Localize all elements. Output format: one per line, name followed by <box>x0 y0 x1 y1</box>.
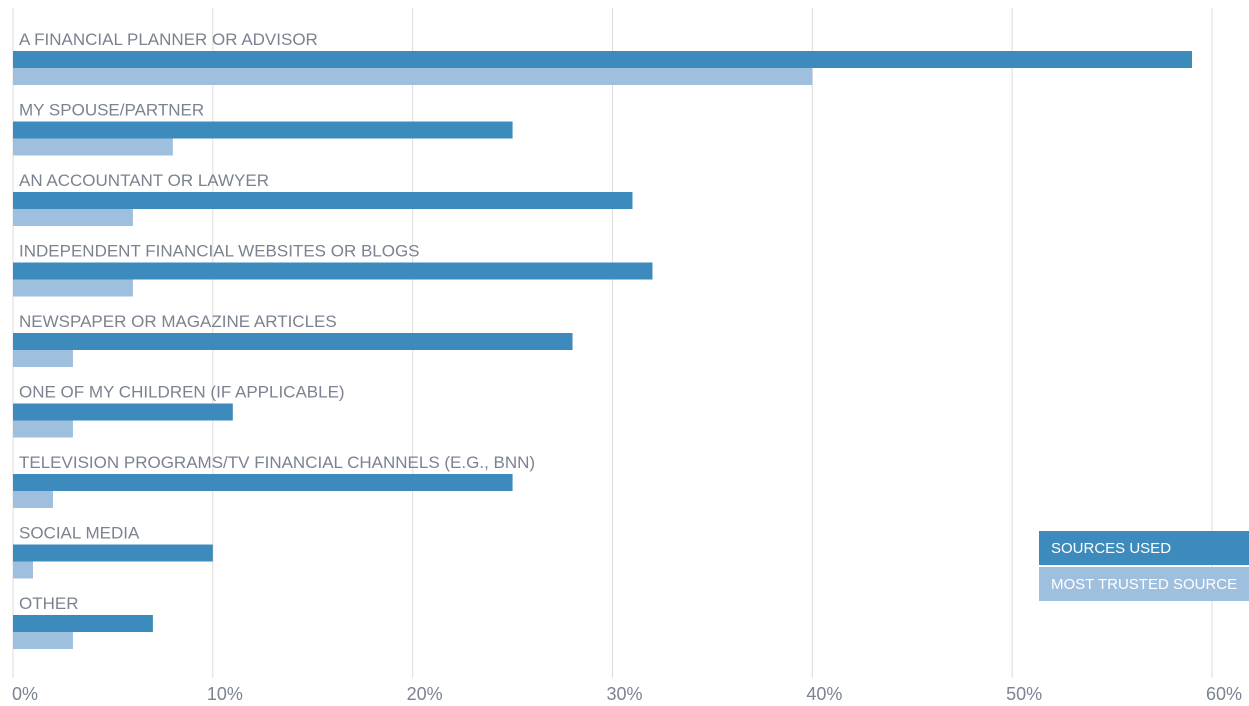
legend-swatch <box>1039 567 1249 601</box>
bar-sources-used <box>13 192 633 209</box>
bar-most-trusted-source <box>13 420 73 438</box>
bar-most-trusted-source <box>13 350 73 367</box>
category-label: MY SPOUSE/PARTNER <box>19 101 204 120</box>
bar-sources-used <box>13 474 513 491</box>
bar-sources-used <box>13 544 213 562</box>
legend-swatch <box>1039 531 1249 565</box>
bar-most-trusted-source <box>13 68 813 85</box>
category-label: OTHER <box>19 594 79 613</box>
bar-most-trusted-source <box>13 561 33 579</box>
legend: SOURCES USED MOST TRUSTED SOURCE <box>1039 531 1249 601</box>
bar-most-trusted-source <box>13 491 53 508</box>
category-label: A FINANCIAL PLANNER OR ADVISOR <box>19 30 318 49</box>
category-label: TELEVISION PROGRAMS/TV FINANCIAL CHANNEL… <box>19 453 535 472</box>
x-tick-label: 20% <box>407 684 443 704</box>
x-tick-label: 0% <box>12 684 38 704</box>
category-label: ONE OF MY CHILDREN (IF APPLICABLE) <box>19 383 345 402</box>
legend-label: SOURCES USED <box>1051 540 1171 557</box>
bars <box>13 51 1193 649</box>
bar-sources-used <box>13 262 653 280</box>
bar-most-trusted-source <box>13 209 133 226</box>
category-labels: A FINANCIAL PLANNER OR ADVISOR MY SPOUSE/… <box>19 30 535 613</box>
category-label: INDEPENDENT FINANCIAL WEBSITES OR BLOGS <box>19 242 420 261</box>
bar-sources-used <box>13 51 1193 68</box>
bar-most-trusted-source <box>13 632 73 649</box>
x-tick-label: 50% <box>1006 684 1042 704</box>
bar-most-trusted-source <box>13 138 173 156</box>
bar-most-trusted-source <box>13 279 133 297</box>
x-tick-label: 60% <box>1206 684 1242 704</box>
x-axis-ticks: 0% 10% 20% 30% 40% 50% 60% <box>12 684 1242 704</box>
bar-sources-used <box>13 615 153 632</box>
bar-sources-used <box>13 333 573 350</box>
bar-sources-used <box>13 403 233 421</box>
bar-sources-used <box>13 121 513 139</box>
category-label: SOCIAL MEDIA <box>19 524 140 543</box>
category-label: AN ACCOUNTANT OR LAWYER <box>19 171 269 190</box>
x-tick-label: 10% <box>207 684 243 704</box>
legend-label: MOST TRUSTED SOURCE <box>1051 576 1237 593</box>
x-tick-label: 40% <box>806 684 842 704</box>
category-label: NEWSPAPER OR MAGAZINE ARTICLES <box>19 312 337 331</box>
x-tick-label: 30% <box>606 684 642 704</box>
